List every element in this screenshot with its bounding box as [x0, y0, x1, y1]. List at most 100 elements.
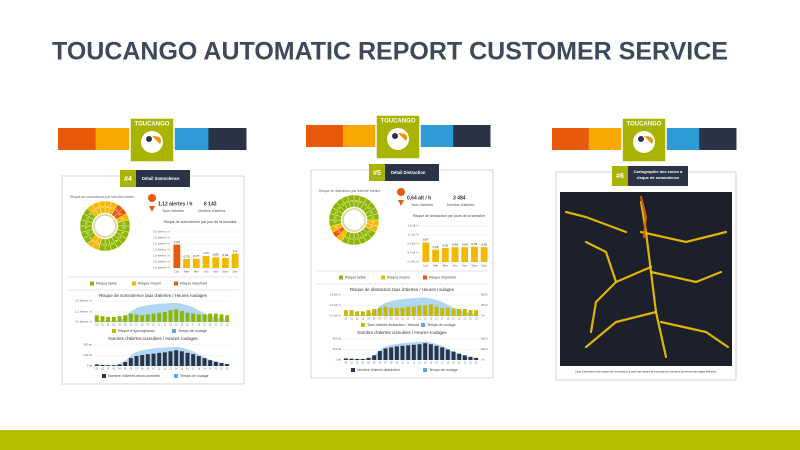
kpi-count-label: Nombre d'alertes [198, 209, 225, 213]
bar [183, 259, 190, 268]
x-tick-label: 20 [458, 318, 461, 321]
donut-label: 10 [111, 241, 115, 245]
map-route [584, 310, 658, 349]
x-tick-label: 23 [475, 362, 478, 365]
value-label: 0,66 [452, 242, 458, 246]
bar [173, 244, 181, 268]
bar [174, 309, 179, 322]
map-caption: Carte d'estimation des risques de somnol… [575, 370, 718, 374]
x-tick-label: Mer [194, 269, 199, 273]
x-tick-label: 19 [203, 368, 206, 371]
report-page: #5 Détail Distraction Risque de distractio… [310, 164, 494, 379]
bar [389, 307, 394, 316]
logo-icon [141, 131, 163, 153]
bar [225, 315, 230, 322]
bar [128, 313, 133, 322]
bar [100, 364, 105, 366]
y-tick-label: 0,4 alt / h [407, 251, 419, 255]
x-tick-label: 10 [401, 318, 404, 321]
y-tick-label: 0,0 alertes / h [153, 266, 170, 270]
bar [117, 364, 122, 366]
x-tick-label: Mar [184, 269, 189, 273]
logo-text: TOUCANGO [381, 119, 416, 125]
map-route [584, 240, 618, 284]
value-label: 0,75 [184, 254, 190, 258]
legend-swatch [112, 329, 116, 333]
heading: Détail Distraction [391, 170, 426, 175]
bar [134, 314, 139, 322]
bar [174, 350, 179, 366]
x-tick-label: Dim [232, 269, 238, 273]
map-route [639, 230, 728, 244]
bar [389, 347, 394, 360]
donut-label: 21 [341, 203, 345, 207]
badge [369, 164, 385, 181]
bar [377, 307, 382, 316]
legend-label: Temps de roulage [429, 368, 458, 372]
value-label: 0,62 [442, 243, 448, 247]
x-tick-label: 04 [367, 362, 370, 365]
x-tick-label: 11 [158, 368, 161, 371]
legend-swatch [174, 281, 178, 286]
logo-icon-beak [644, 136, 653, 144]
bar [440, 307, 445, 316]
bar [372, 309, 377, 316]
x-tick-label: 06 [129, 368, 132, 371]
bar [428, 304, 433, 316]
y2-tick-label: 0 h [481, 314, 485, 318]
bar [468, 356, 473, 360]
x-tick-label: 18 [197, 324, 200, 327]
x-tick-label: 13 [418, 362, 421, 365]
slide-title: TOUCANGO AUTOMATIC REPORT CUSTOMER SERVI… [52, 38, 728, 66]
x-tick-label: 20 [458, 362, 461, 365]
x-tick-label: 08 [141, 368, 144, 371]
x-tick-label: 00 [344, 318, 347, 321]
donut-title: Risque de distraction par tranche horair… [319, 189, 380, 193]
x-tick-label: Mer [443, 263, 448, 267]
x-tick-label: 01 [101, 368, 104, 371]
donut-label: 13 [96, 241, 100, 245]
donut-label: 23 [101, 205, 105, 209]
bar [440, 347, 445, 360]
bar [192, 258, 200, 268]
kpi-rate-label: Taux d'alertes [162, 209, 184, 213]
x-tick-label: 12 [412, 362, 415, 365]
legend-swatch [381, 275, 385, 280]
legend-label: Nombre d'alertes micro-sommeil [108, 374, 160, 378]
badge-text: #5 [373, 170, 381, 177]
legend-label: Taux d'alerte distraction / Heures [367, 323, 419, 327]
logo-text: TOUCANGO [135, 122, 170, 128]
donut-label: 01 [360, 200, 364, 204]
bar [480, 247, 488, 262]
bar [349, 310, 354, 316]
bar [157, 312, 162, 322]
donut-label: 19 [86, 216, 90, 220]
donut-label: 12 [350, 237, 354, 241]
x-tick-label: 13 [169, 368, 172, 371]
bar [394, 307, 399, 316]
color-block [453, 125, 491, 147]
badge [120, 170, 136, 187]
x-tick-label: 04 [118, 368, 121, 371]
y-tick-label: 1,8 alt / h [329, 293, 341, 297]
x-tick-label: 06 [378, 318, 381, 321]
bar [406, 345, 411, 360]
week-title: Risque de distraction par jours de la se… [413, 214, 485, 218]
donut-label: 16 [86, 231, 90, 235]
x-tick-label: Ven [462, 263, 468, 267]
bar [179, 311, 184, 322]
donut-label: 08 [119, 235, 123, 239]
logo-icon-eye [146, 136, 152, 142]
bar [461, 247, 469, 262]
x-tick-label: Lun [423, 263, 428, 267]
x-tick-label: 11 [158, 324, 161, 327]
bar [457, 309, 462, 316]
x-tick-label: 03 [361, 318, 364, 321]
bar [151, 313, 156, 322]
x-tick-label: 07 [384, 318, 387, 321]
map-route [649, 270, 723, 284]
logo-text: TOUCANGO [627, 122, 662, 128]
donut-label: 20 [88, 212, 92, 216]
x-tick-label: 05 [124, 324, 127, 327]
donut-title: Risque de somnolence par tranche horaire [70, 195, 134, 199]
